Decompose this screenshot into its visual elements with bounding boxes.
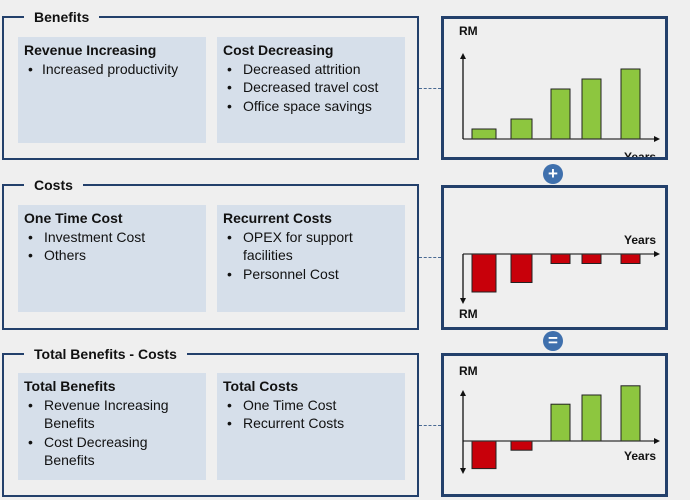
equals-icon: = — [543, 331, 563, 351]
list-item: Others — [24, 246, 200, 265]
bar-4 — [581, 78, 602, 140]
y-axis-down-arrow-icon — [460, 468, 466, 474]
card-heading: Total Costs — [223, 378, 299, 394]
y-axis-up-arrow-icon — [460, 53, 466, 59]
total-group: Total Benefits - Costs Total Benefits Re… — [2, 345, 419, 497]
costs-group: Costs One Time Cost Investment Cost Othe… — [2, 176, 419, 330]
y-axis-up-arrow-icon — [460, 390, 466, 396]
y-axis-down-arrow-icon — [460, 298, 466, 304]
plot: RM Years — [459, 233, 660, 321]
costs-title: Costs — [24, 176, 83, 194]
plot: RM Years — [459, 24, 660, 164]
y-axis-label: RM — [459, 24, 478, 38]
one-time-cost-card: One Time Cost Investment Cost Others — [18, 205, 206, 312]
bar-5 — [620, 68, 641, 140]
list-item: Revenue Increasing Benefits — [24, 396, 200, 433]
benefits-chart: RM Years — [441, 16, 668, 164]
list-item: Investment Cost — [24, 228, 200, 247]
bar-2 — [510, 440, 533, 451]
x-axis-arrow-icon — [654, 438, 660, 444]
x-axis-label: Years — [624, 150, 656, 157]
bar-4 — [581, 394, 602, 442]
total-costs-card: Total Costs One Time Cost Recurrent Cost… — [217, 373, 405, 480]
total-benefits-card: Total Benefits Revenue Increasing Benefi… — [18, 373, 206, 480]
bar-4 — [581, 253, 602, 264]
revenue-increasing-card: Revenue Increasing Increased productivit… — [18, 37, 206, 143]
card-heading: Revenue Increasing — [24, 42, 157, 58]
list-item: Personnel Cost — [223, 265, 399, 284]
connector-3 — [419, 425, 441, 426]
list-item: One Time Cost — [223, 396, 399, 415]
costs-chart-svg: RM Years — [459, 233, 660, 321]
bar-2 — [510, 253, 533, 283]
bar-3 — [550, 88, 571, 140]
list-item: Office space savings — [223, 97, 399, 116]
card-heading: Recurrent Costs — [223, 210, 332, 226]
card-heading: Cost Decreasing — [223, 42, 334, 58]
card-heading: Total Benefits — [24, 378, 116, 394]
bar-5 — [620, 253, 641, 264]
list-item: OPEX for support facilities — [223, 228, 399, 265]
list-item: Recurrent Costs — [223, 414, 399, 433]
x-axis-arrow-icon — [654, 251, 660, 257]
total-title: Total Benefits - Costs — [24, 345, 187, 363]
recurrent-costs-card: Recurrent Costs OPEX for support facilit… — [217, 205, 405, 312]
total-chart: RM Years — [441, 353, 668, 497]
bar-3 — [550, 403, 571, 442]
bar-1 — [471, 128, 497, 140]
y-axis-label: RM — [459, 307, 478, 321]
x-axis-label: Years — [624, 449, 656, 463]
bar-1 — [471, 253, 497, 293]
costs-chart: RM Years — [441, 185, 668, 330]
list-item: Decreased travel cost — [223, 78, 399, 97]
benefits-chart-svg: RM Years — [459, 24, 660, 164]
plot: RM Years — [459, 364, 660, 474]
bar-3 — [550, 253, 571, 264]
list-item: Increased productivity — [24, 60, 200, 79]
plus-icon: + — [543, 164, 563, 184]
bar-2 — [510, 118, 533, 140]
y-axis-label: RM — [459, 364, 478, 378]
cost-decreasing-card: Cost Decreasing Decreased attrition Decr… — [217, 37, 405, 143]
x-axis-arrow-icon — [654, 136, 660, 142]
list-item: Cost Decreasing Benefits — [24, 433, 200, 470]
bar-5 — [620, 385, 641, 442]
list-item: Decreased attrition — [223, 60, 399, 79]
bar-1 — [471, 440, 497, 470]
card-heading: One Time Cost — [24, 210, 123, 226]
benefits-title: Benefits — [24, 8, 100, 26]
x-axis-label: Years — [624, 233, 656, 247]
connector-2 — [419, 257, 441, 258]
connector-1 — [419, 88, 441, 89]
benefits-group: Benefits Revenue Increasing Increased pr… — [2, 8, 419, 160]
total-chart-svg: RM Years — [459, 364, 660, 474]
